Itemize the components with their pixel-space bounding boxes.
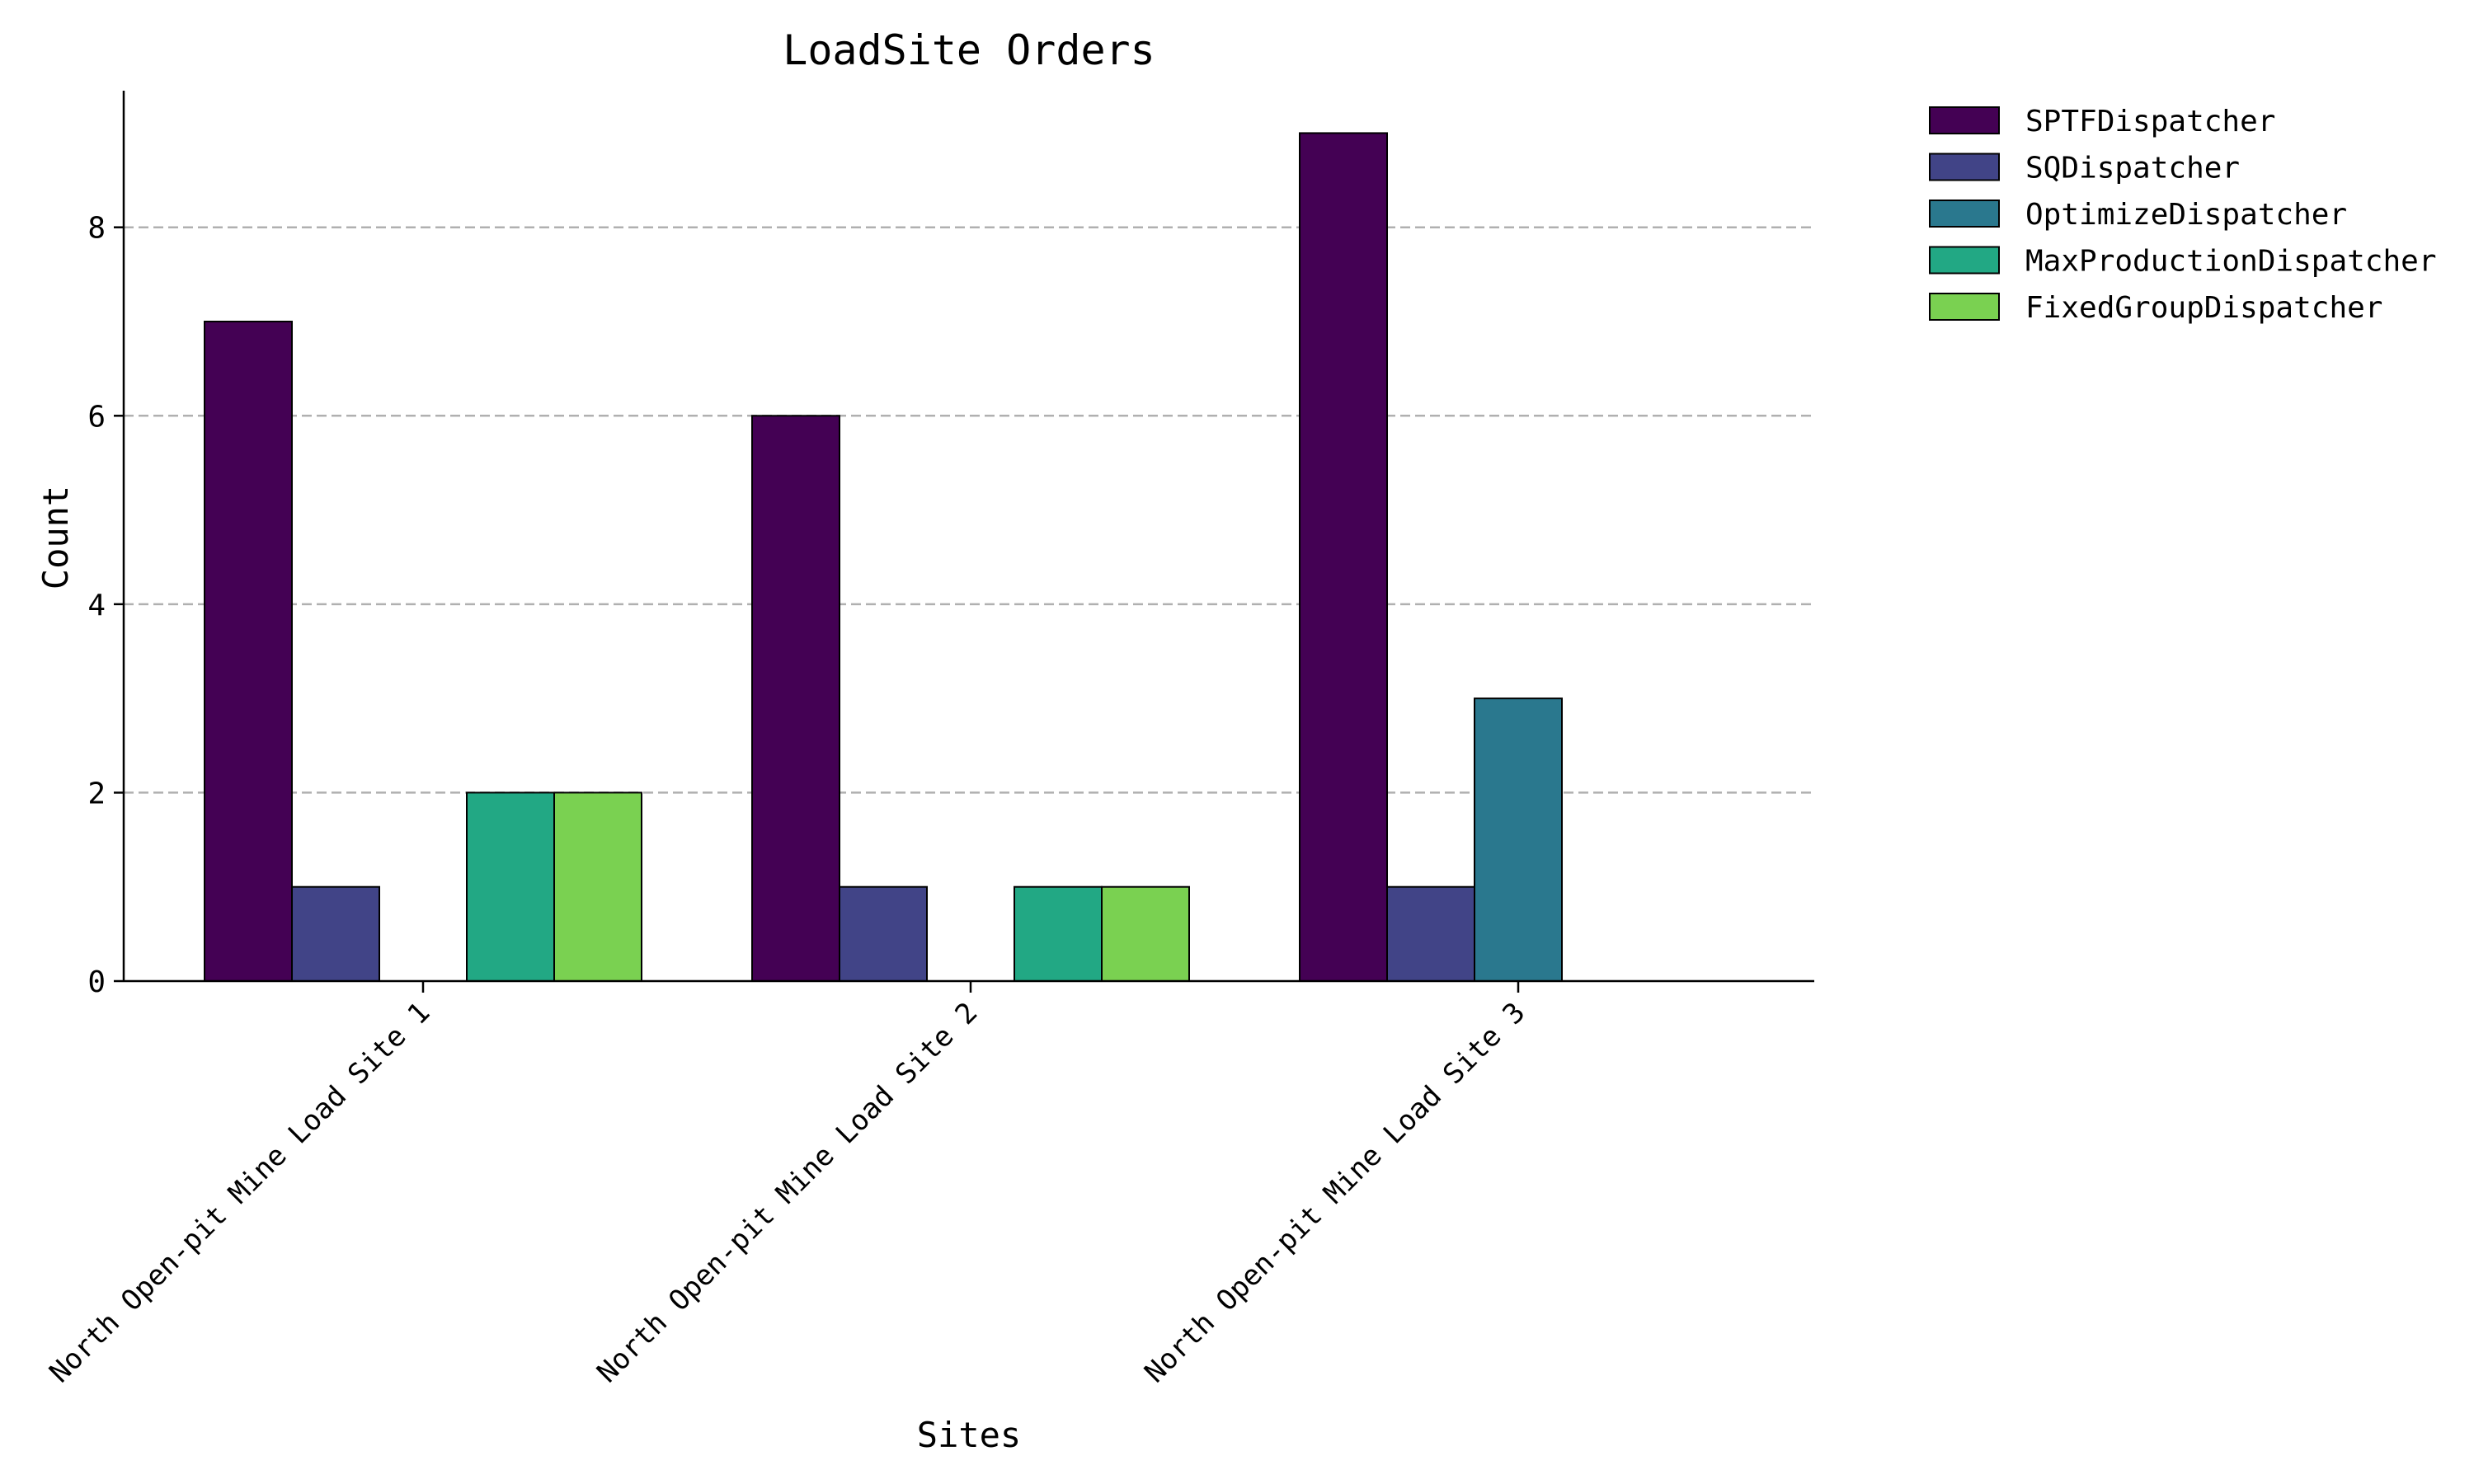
bar-fixedgroupdispatcher-site-2: [1101, 885, 1190, 982]
chart-title: LoadSite Orders: [783, 26, 1155, 74]
y-tick-label: 6: [87, 400, 106, 434]
legend-swatch: [1929, 200, 2000, 228]
x-tick-label: North Open-pit Mine Load Site 3: [1138, 996, 1531, 1389]
bar-maxproductiondispatcher-site-1: [466, 791, 555, 983]
bar-layer: [204, 132, 1563, 983]
legend-label: OptimizeDispatcher: [2025, 198, 2347, 232]
x-tick-label: North Open-pit Mine Load Site 1: [43, 996, 436, 1389]
bar-optimizedispatcher-site-3: [1474, 697, 1563, 983]
y-axis-label: Count: [35, 486, 76, 589]
legend-swatch: [1929, 246, 2000, 275]
legend-swatch: [1929, 153, 2000, 181]
bar-fixedgroupdispatcher-site-1: [553, 791, 642, 983]
y-tick-label: 0: [87, 965, 106, 999]
x-axis-label: Sites: [917, 1415, 1021, 1455]
legend: SPTFDispatcher SQDispatcher OptimizeDispat…: [1929, 105, 2437, 325]
bar-maxproductiondispatcher-site-2: [1014, 885, 1103, 982]
bar-sqdispatcher-site-1: [291, 885, 380, 982]
bar-sqdispatcher-site-2: [839, 885, 928, 982]
legend-label: MaxProductionDispatcher: [2025, 245, 2437, 279]
bar-sptfdispatcher-site-2: [751, 415, 840, 982]
bar-sqdispatcher-site-3: [1386, 885, 1475, 982]
x-tick-label: North Open-pit Mine Load Site 2: [590, 996, 984, 1389]
legend-label: FixedGroupDispatcher: [2025, 291, 2382, 325]
legend-label: SQDispatcher: [2025, 152, 2240, 186]
axis-layer: [122, 91, 1814, 983]
bar-sptfdispatcher-site-3: [1299, 132, 1388, 982]
y-tick-label: 2: [87, 777, 106, 810]
legend-swatch: [1929, 293, 2000, 321]
bar-sptfdispatcher-site-1: [204, 321, 293, 982]
legend-swatch: [1929, 106, 2000, 134]
y-tick-label: 4: [87, 589, 106, 622]
legend-label: SPTFDispatcher: [2025, 105, 2275, 139]
y-tick-label: 8: [87, 212, 106, 246]
